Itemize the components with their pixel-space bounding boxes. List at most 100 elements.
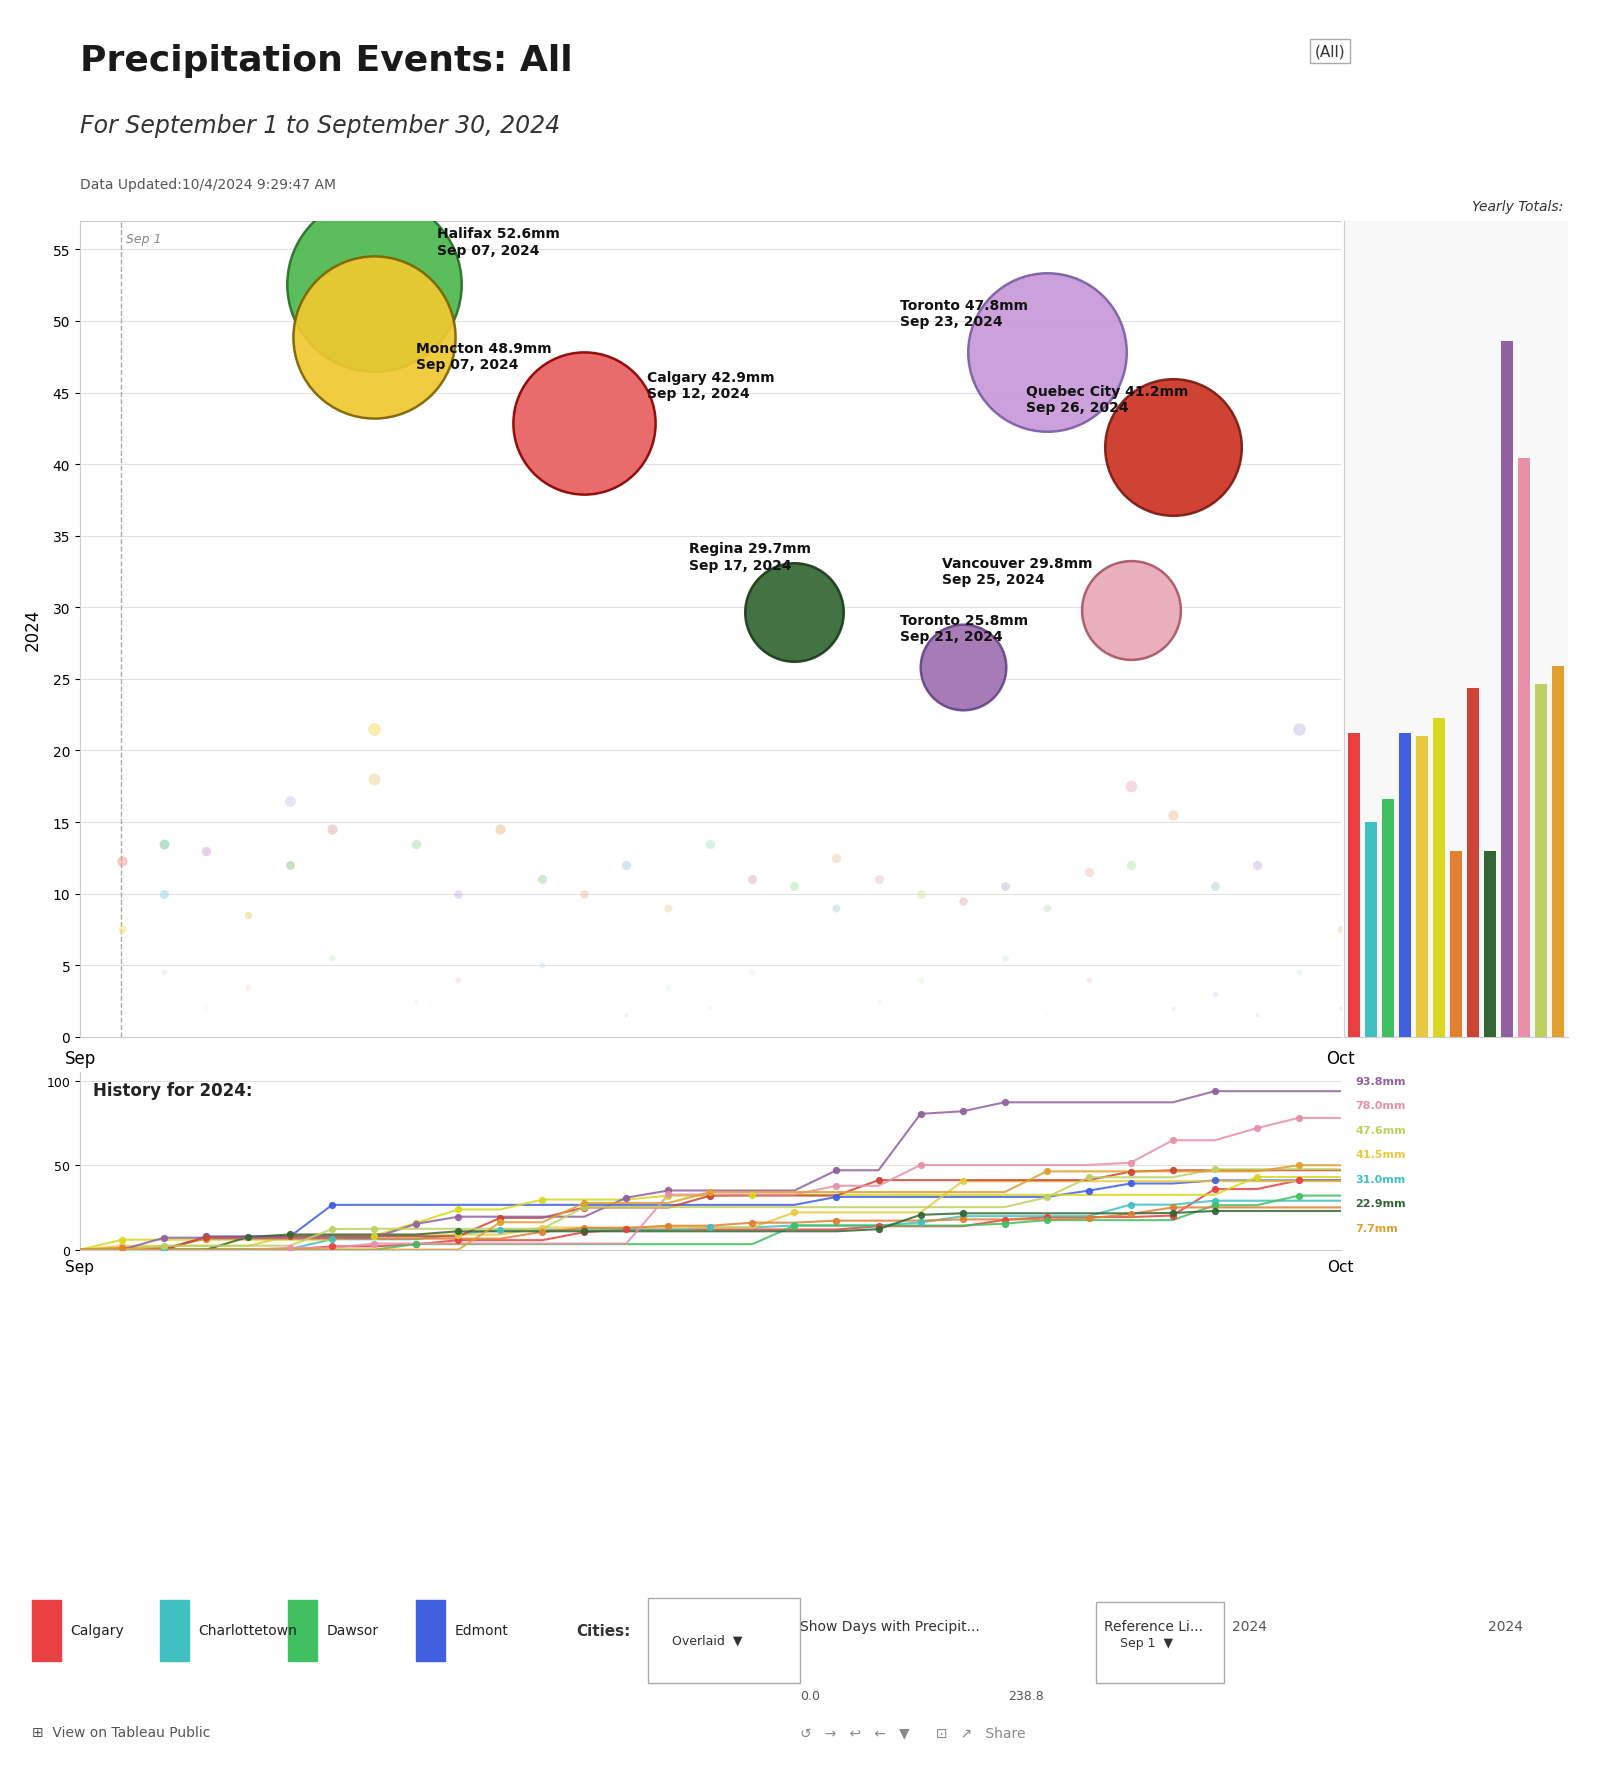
Point xyxy=(907,1151,933,1179)
Point xyxy=(320,1215,346,1243)
Point xyxy=(445,1202,470,1230)
Point xyxy=(488,1216,514,1245)
Point xyxy=(1243,1002,1269,1030)
Point xyxy=(782,1211,808,1239)
Point xyxy=(1243,1115,1269,1144)
Point xyxy=(194,995,219,1023)
Text: Overlaid  ▼: Overlaid ▼ xyxy=(672,1635,742,1647)
Point xyxy=(1075,1204,1101,1232)
Point xyxy=(320,1191,346,1220)
Point xyxy=(152,830,178,858)
Point xyxy=(488,1209,514,1238)
Text: Charlottetown: Charlottetown xyxy=(198,1624,298,1636)
Point xyxy=(1160,801,1186,830)
Text: (All): (All) xyxy=(1315,44,1346,59)
Bar xyxy=(1365,823,1378,1037)
Point xyxy=(320,1232,346,1261)
Point xyxy=(1286,1167,1312,1195)
Bar xyxy=(416,1599,445,1661)
Point xyxy=(1202,1078,1227,1106)
Point xyxy=(445,879,470,908)
Point xyxy=(782,1211,808,1239)
Point xyxy=(403,1230,429,1259)
Point xyxy=(907,1200,933,1229)
Point xyxy=(277,1222,302,1250)
Point xyxy=(950,1167,976,1195)
Point xyxy=(194,1225,219,1254)
Text: History for 2024:: History for 2024: xyxy=(93,1082,253,1099)
Point xyxy=(824,1207,850,1236)
Point xyxy=(488,816,514,844)
Point xyxy=(698,1213,723,1241)
Point xyxy=(1034,1184,1059,1213)
Point xyxy=(109,847,134,876)
Point xyxy=(571,1218,597,1246)
Text: Dawsor: Dawsor xyxy=(326,1624,379,1636)
Point xyxy=(1286,959,1312,988)
Bar xyxy=(1416,738,1429,1037)
Point xyxy=(1034,1002,1059,1030)
Text: Halifax 52.6mm
Sep 07, 2024: Halifax 52.6mm Sep 07, 2024 xyxy=(437,227,560,257)
Text: Precipitation Events: All: Precipitation Events: All xyxy=(80,44,573,78)
Text: Cities:: Cities: xyxy=(576,1622,630,1638)
FancyBboxPatch shape xyxy=(648,1597,800,1683)
Bar xyxy=(288,1599,317,1661)
Point xyxy=(907,1099,933,1128)
Point xyxy=(950,1200,976,1229)
Point xyxy=(866,1213,891,1241)
Point xyxy=(950,654,976,683)
Point xyxy=(950,1206,976,1234)
Point xyxy=(1118,1200,1144,1229)
Point xyxy=(866,1167,891,1195)
Text: 41.5mm: 41.5mm xyxy=(1355,1149,1406,1160)
Point xyxy=(698,1183,723,1211)
Point xyxy=(907,966,933,995)
Text: Moncton 48.9mm
Sep 07, 2024: Moncton 48.9mm Sep 07, 2024 xyxy=(416,342,552,372)
Point xyxy=(1286,1105,1312,1133)
Point xyxy=(571,1193,597,1222)
Point xyxy=(698,830,723,858)
Point xyxy=(362,1222,387,1250)
Text: Sep 1: Sep 1 xyxy=(126,232,162,246)
Point xyxy=(739,959,765,988)
Point xyxy=(782,598,808,626)
Point xyxy=(235,1223,261,1252)
Point xyxy=(824,1172,850,1200)
Text: 31.0mm: 31.0mm xyxy=(1355,1174,1405,1184)
Point xyxy=(445,1218,470,1246)
Point xyxy=(1075,966,1101,995)
Point xyxy=(656,1181,682,1209)
Point xyxy=(824,894,850,922)
Point xyxy=(992,872,1018,901)
Point xyxy=(1160,995,1186,1023)
Point xyxy=(656,1211,682,1239)
Text: 238.8: 238.8 xyxy=(1008,1690,1043,1702)
Text: Calgary 42.9mm
Sep 12, 2024: Calgary 42.9mm Sep 12, 2024 xyxy=(648,371,774,401)
Y-axis label: 2024: 2024 xyxy=(24,608,42,651)
Point xyxy=(656,1183,682,1211)
Point xyxy=(1286,1151,1312,1179)
Point xyxy=(571,879,597,908)
Point xyxy=(1118,851,1144,879)
Text: Quebec City 41.2mm
Sep 26, 2024: Quebec City 41.2mm Sep 26, 2024 xyxy=(1026,385,1187,415)
FancyBboxPatch shape xyxy=(1096,1601,1224,1683)
Text: Toronto 25.8mm
Sep 21, 2024: Toronto 25.8mm Sep 21, 2024 xyxy=(899,613,1027,644)
Point xyxy=(950,1097,976,1126)
Text: Sep 1  ▼: Sep 1 ▼ xyxy=(1120,1636,1173,1649)
Point xyxy=(530,952,555,980)
Bar xyxy=(1467,688,1478,1037)
Point xyxy=(277,787,302,816)
Point xyxy=(866,865,891,894)
Bar xyxy=(160,1599,189,1661)
Point xyxy=(613,1216,638,1245)
Point xyxy=(403,988,429,1016)
Point xyxy=(824,1156,850,1184)
Point xyxy=(571,1218,597,1246)
Point xyxy=(403,1209,429,1238)
Point xyxy=(1118,1191,1144,1220)
Bar xyxy=(1552,667,1563,1037)
Bar xyxy=(32,1599,61,1661)
Point xyxy=(1286,715,1312,743)
Text: Data Updated:10/4/2024 9:29:47 AM: Data Updated:10/4/2024 9:29:47 AM xyxy=(80,177,336,191)
Point xyxy=(1034,1206,1059,1234)
